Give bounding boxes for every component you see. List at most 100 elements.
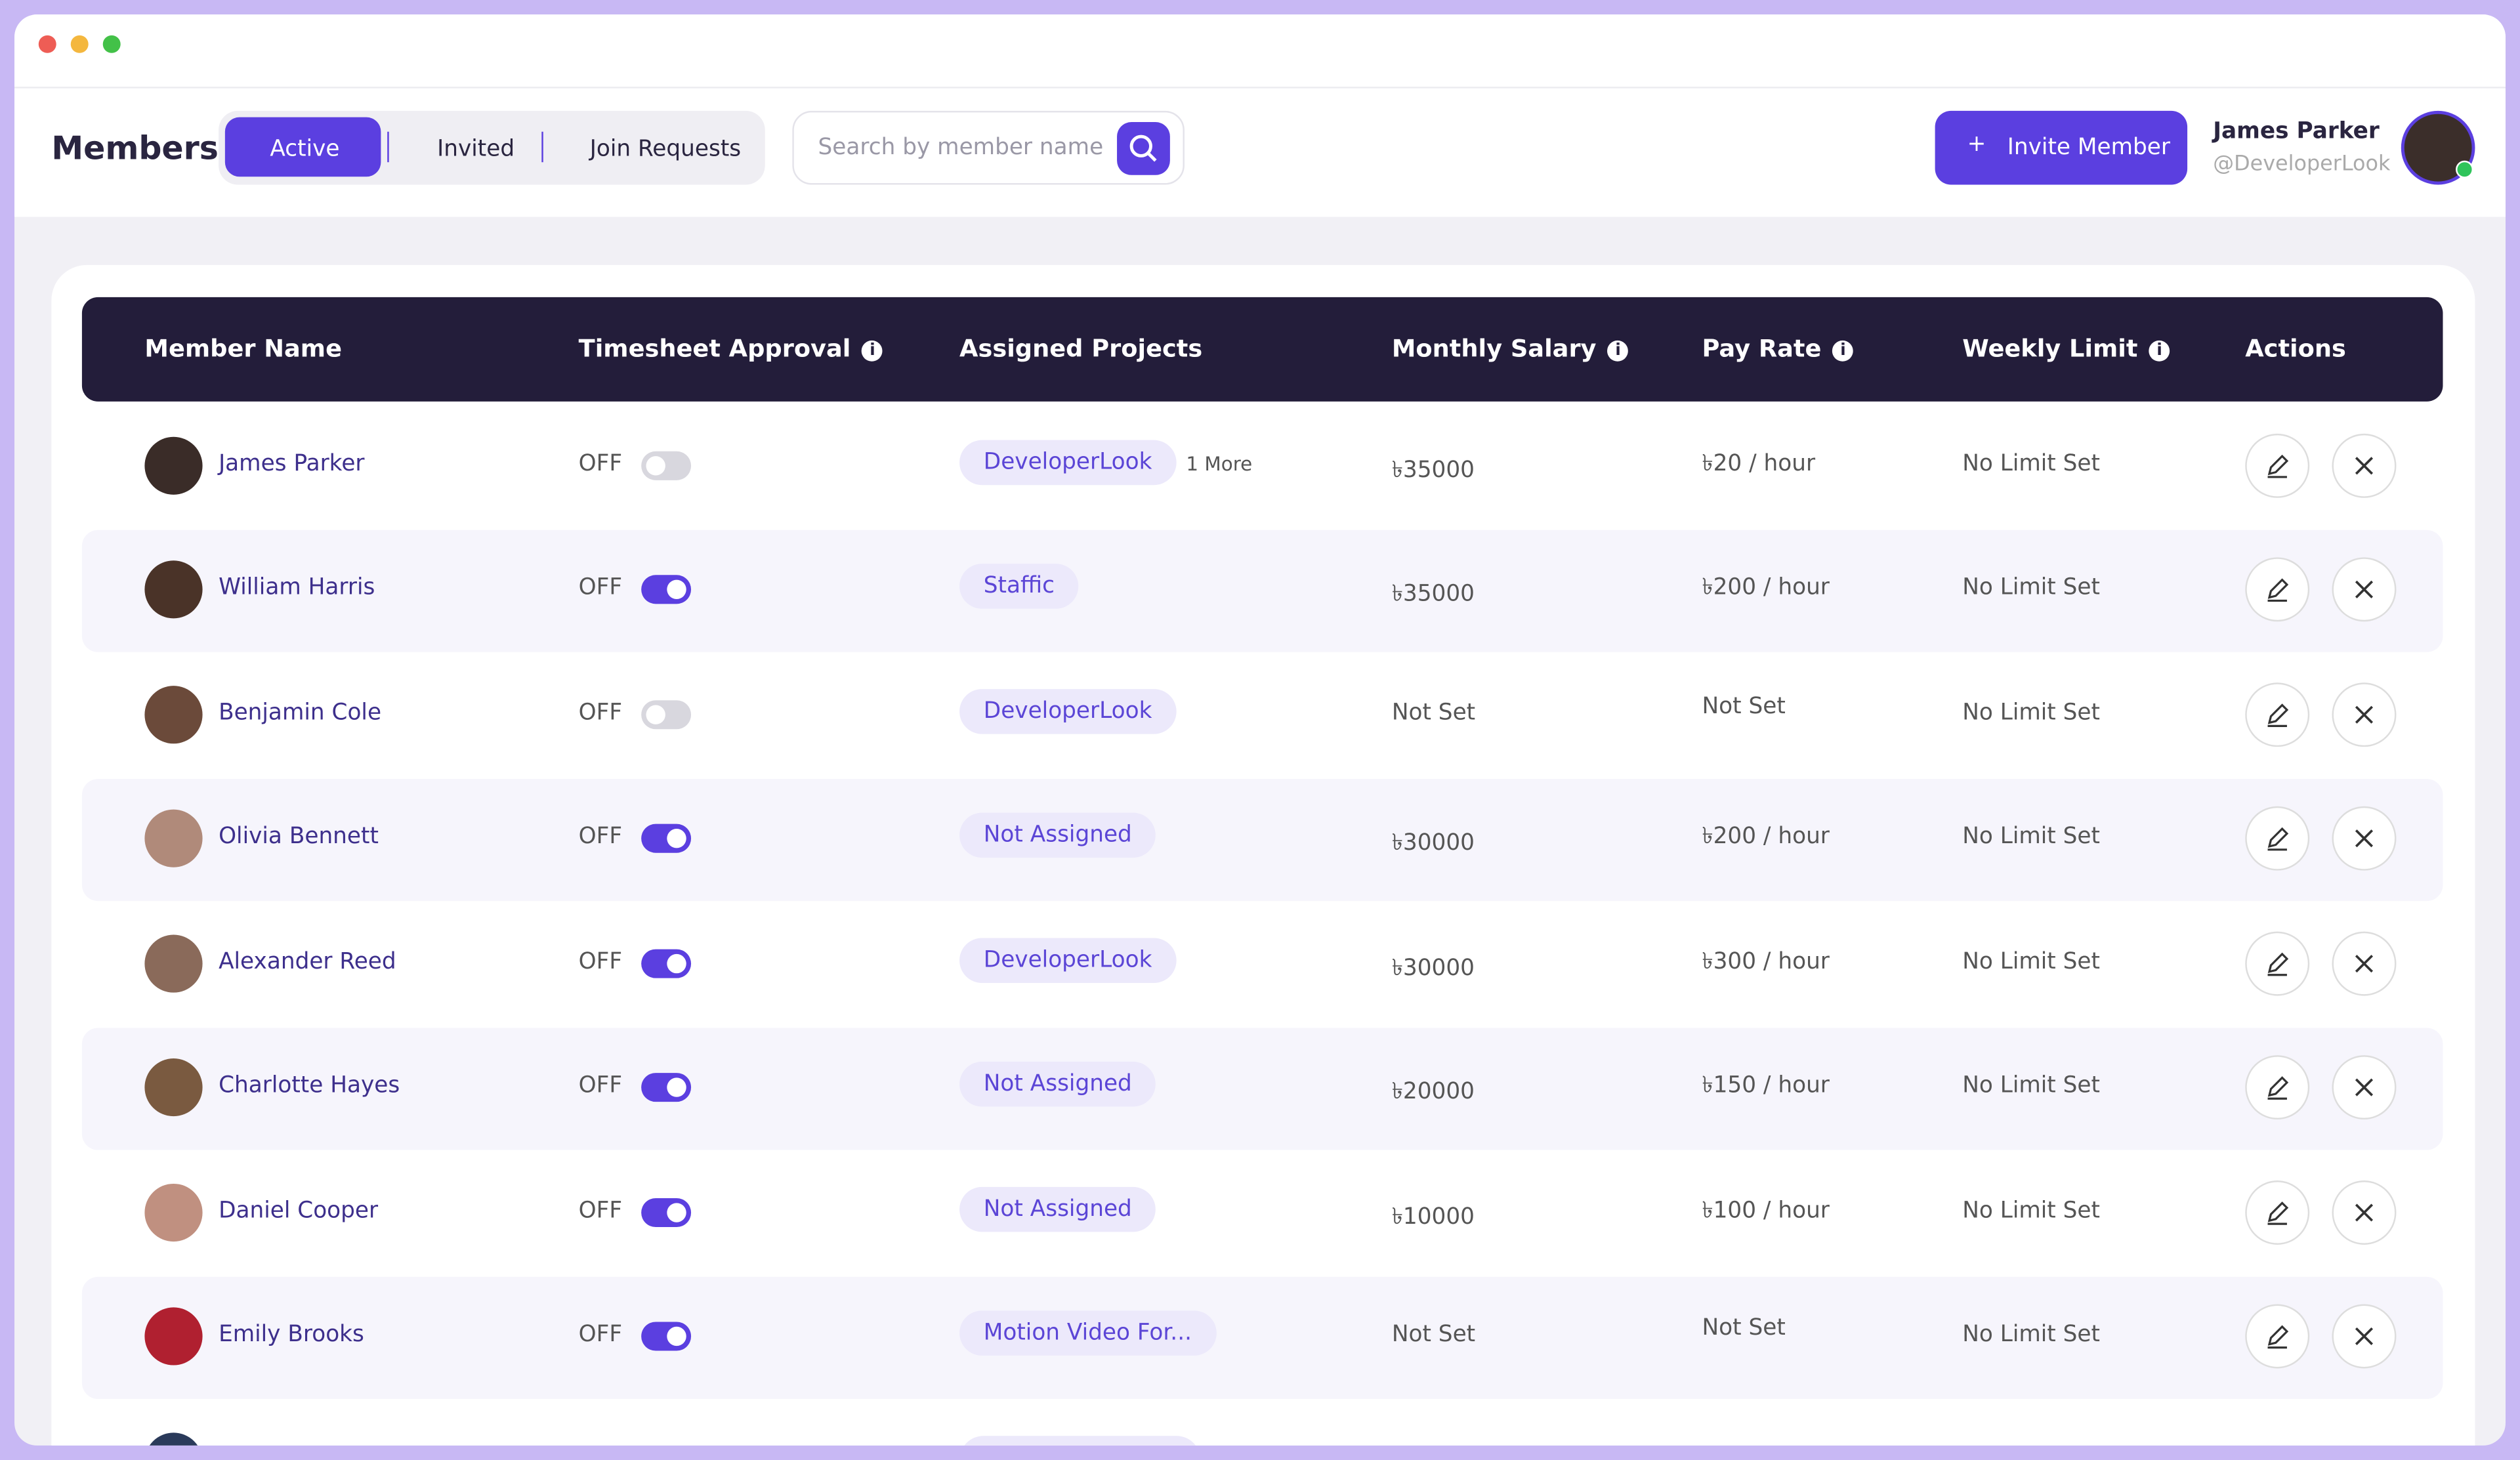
monthly-salary: Not Set [1391, 1322, 1476, 1348]
edit-button[interactable] [2245, 682, 2310, 746]
delete-icon [2355, 580, 2374, 598]
delete-icon [2355, 953, 2374, 972]
edit-button[interactable] [2245, 432, 2310, 497]
toggle-knob [667, 953, 686, 973]
page-title: Members [51, 128, 219, 167]
avatar [144, 1182, 203, 1241]
user-name: James Parker [2213, 119, 2380, 145]
approval-status: OFF [578, 1073, 623, 1099]
member-name[interactable]: Emily Brooks [219, 1322, 364, 1348]
toggle[interactable] [641, 575, 692, 604]
monthly-salary: Not Set [1391, 699, 1476, 726]
project-pill[interactable]: Not Assigned [959, 1061, 1156, 1107]
edit-icon [2267, 1200, 2289, 1224]
member-name[interactable]: Olivia Bennett [219, 824, 379, 850]
weekly-limit: No Limit Set [1962, 450, 2100, 476]
weekly-limit: No Limit Set [1962, 1197, 2100, 1223]
window: Members Search by member name + Invite M… [14, 14, 2506, 1446]
project-pill[interactable]: Motion Video For... [959, 1310, 1216, 1356]
project-pill[interactable]: DeveloperLook [959, 937, 1177, 982]
tab-active-bg[interactable] [224, 117, 381, 177]
pay-rate: ৳20 / hour [1702, 450, 1816, 476]
tab[interactable]: Active [270, 136, 340, 163]
edit-icon [2267, 578, 2289, 602]
table-header [81, 297, 2443, 402]
edit-button[interactable] [2245, 1055, 2310, 1120]
delete-button[interactable] [2332, 930, 2397, 995]
approval-status: OFF [578, 948, 623, 974]
project-pill[interactable]: Not Assigned [959, 1186, 1156, 1232]
toggle[interactable] [641, 824, 692, 853]
column-label: Pay Rate [1702, 334, 1822, 364]
edit-button[interactable] [2245, 806, 2310, 871]
delete-button[interactable] [2332, 1179, 2397, 1244]
project-pill[interactable]: Not Assigned [959, 812, 1156, 858]
column-header: Member Name [144, 334, 342, 363]
dot-close [38, 35, 56, 53]
edit-icon [2267, 453, 2289, 478]
avatar [144, 684, 203, 743]
project-pill[interactable]: DeveloperLook [959, 688, 1177, 734]
edit-button[interactable] [2245, 1304, 2310, 1369]
search-button[interactable] [1117, 122, 1170, 175]
toggle[interactable] [641, 699, 692, 729]
toggle-knob [667, 1077, 686, 1097]
more-projects[interactable]: 1 More [1186, 452, 1253, 475]
delete-button[interactable] [2332, 557, 2397, 622]
toggle[interactable] [641, 1197, 692, 1226]
invite-plus: + [1967, 131, 1986, 157]
pay-rate: ৳100 / hour [1702, 1197, 1830, 1223]
toggle[interactable] [641, 1322, 692, 1351]
member-name[interactable]: Benjamin Cole [219, 699, 382, 726]
avatar [144, 1307, 203, 1366]
row-bg [81, 1276, 2443, 1398]
member-name[interactable]: Charlotte Hayes [219, 1073, 400, 1099]
avatar [144, 436, 203, 494]
delete-icon [2355, 1078, 2374, 1096]
pay-rate: ৳200 / hour [1702, 575, 1830, 601]
weekly-limit: No Limit Set [1962, 1322, 2100, 1348]
delete-button[interactable] [2332, 682, 2397, 746]
edit-button[interactable] [2245, 557, 2310, 622]
project-pill[interactable]: Staffic [959, 564, 1079, 609]
invite-label: Invite Member [2007, 135, 2170, 161]
weekly-limit: No Limit Set [1962, 824, 2100, 850]
info-icon[interactable]: i [1607, 340, 1629, 362]
info-icon[interactable]: i [1832, 340, 1854, 362]
tab[interactable]: Invited [437, 136, 515, 163]
column-label: Weekly Limit [1962, 334, 2138, 364]
edit-button[interactable] [2245, 930, 2310, 995]
toggle-knob [646, 704, 665, 724]
member-name[interactable]: William Harris [219, 575, 375, 601]
delete-button[interactable] [2332, 1304, 2397, 1369]
delete-button[interactable] [2332, 432, 2397, 497]
member-name[interactable]: James Parker [219, 450, 365, 476]
delete-button[interactable] [2332, 806, 2397, 871]
tab-separator [387, 131, 389, 163]
toggle[interactable] [641, 948, 692, 978]
edit-icon [2267, 827, 2289, 851]
row-bg [81, 1027, 2443, 1150]
user-handle: @DeveloperLook [2213, 152, 2391, 177]
member-name[interactable]: Daniel Cooper [219, 1197, 379, 1223]
toggle[interactable] [641, 1073, 692, 1102]
online-dot [2456, 160, 2474, 178]
column-label: Actions [2245, 334, 2346, 364]
delete-button[interactable] [2332, 1055, 2397, 1120]
row-bg [81, 778, 2443, 900]
project-pill[interactable]: DeveloperLook [959, 439, 1177, 484]
pay-rate: ৳300 / hour [1702, 948, 1830, 974]
toggle-knob [667, 829, 686, 848]
avatar [144, 934, 203, 992]
tab[interactable]: Join Requests [589, 136, 742, 163]
toggle[interactable] [641, 450, 692, 480]
info-icon[interactable]: i [2149, 340, 2170, 362]
invite-button[interactable] [1935, 110, 2188, 185]
edit-button[interactable] [2245, 1179, 2310, 1244]
delete-icon [2355, 829, 2374, 848]
monthly-salary: ৳20000 [1391, 1079, 1475, 1106]
info-icon[interactable]: i [862, 340, 883, 362]
weekly-limit: No Limit Set [1962, 575, 2100, 601]
member-name[interactable]: Alexander Reed [219, 948, 396, 974]
